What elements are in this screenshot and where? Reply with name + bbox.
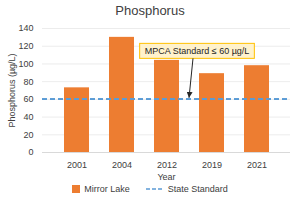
svg-text:0: 0 xyxy=(28,147,33,157)
svg-text:2001: 2001 xyxy=(67,160,87,170)
svg-text:2004: 2004 xyxy=(112,160,132,170)
svg-text:80: 80 xyxy=(23,77,33,87)
svg-text:40: 40 xyxy=(23,112,33,122)
svg-text:120: 120 xyxy=(18,41,33,51)
html-text:State Standard: State Standard xyxy=(167,184,228,194)
svg-text:140: 140 xyxy=(18,23,33,33)
svg-text:2012: 2012 xyxy=(157,160,177,170)
html-text:Mirror Lake: Mirror Lake xyxy=(84,184,130,194)
html-text:Phosphorus: Phosphorus xyxy=(115,3,185,18)
svg-text:60: 60 xyxy=(23,94,33,104)
svg-text:2019: 2019 xyxy=(202,160,222,170)
svg-text:2021: 2021 xyxy=(247,160,267,170)
svg-text:100: 100 xyxy=(18,59,33,69)
svg-text:20: 20 xyxy=(23,130,33,140)
svg-text:MPCA Standard ≤ 60 µg/L: MPCA Standard ≤ 60 µg/L xyxy=(145,46,250,56)
svg-text:Year: Year xyxy=(157,172,175,182)
svg-text:Phosphorus (µg/L): Phosphorus (µg/L) xyxy=(7,53,17,127)
